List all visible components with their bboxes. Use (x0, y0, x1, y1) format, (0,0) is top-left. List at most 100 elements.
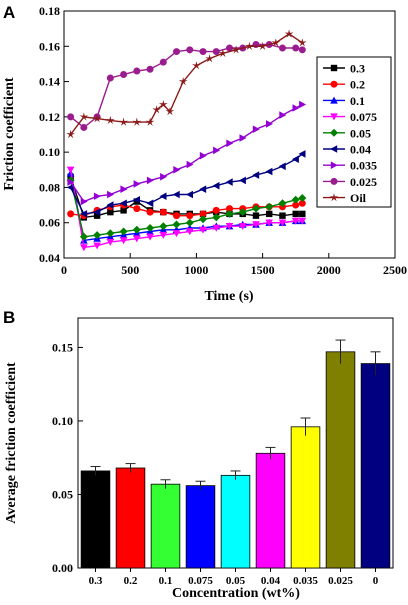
data-point (159, 192, 167, 200)
data-point (252, 171, 260, 179)
data-point (172, 190, 180, 199)
x-tick-label-b: 0.2 (124, 575, 138, 587)
series-line (70, 43, 303, 129)
series-Oil (66, 29, 307, 139)
data-point (252, 221, 260, 229)
bar-0.05 (220, 474, 251, 569)
series-group-a (66, 29, 307, 252)
bar-0.1 (150, 483, 181, 569)
data-point (226, 44, 233, 52)
data-point (160, 173, 168, 181)
x-tick-label-b: 0.075 (188, 575, 213, 587)
data-point (159, 231, 168, 239)
data-point (67, 113, 75, 121)
data-point (172, 220, 181, 229)
data-point (298, 46, 306, 54)
data-point (107, 190, 115, 199)
bar-group-b: 0.3 0.2 0.1 0.075 0.05 0.04 0.035 0.025 0 (80, 339, 391, 587)
data-point (172, 230, 181, 238)
data-point (225, 209, 234, 218)
legend-label: 0.05 (350, 126, 371, 140)
data-point (132, 117, 142, 126)
y-tick-label-a: 0.14 (39, 75, 60, 89)
x-tick-label-a: 0 (61, 263, 67, 277)
data-point (133, 235, 141, 243)
legend-marker (330, 128, 338, 137)
data-point (80, 244, 88, 252)
data-point (278, 162, 286, 171)
x-tick-label-b: 0.05 (226, 575, 246, 587)
data-point (186, 160, 194, 169)
data-point (106, 115, 115, 125)
data-point (80, 123, 88, 131)
data-point (159, 222, 168, 231)
data-point (93, 212, 101, 219)
data-point (67, 210, 75, 218)
data-point (178, 77, 188, 86)
data-point (186, 46, 194, 54)
data-point (291, 195, 300, 204)
x-tick-label-b: 0.1 (159, 575, 173, 587)
x-tick-label-a: 1000 (184, 263, 208, 277)
data-point (106, 74, 114, 82)
bar-0 (360, 363, 391, 569)
data-point (158, 99, 168, 109)
data-point (266, 210, 273, 218)
legend-label: 0.04 (350, 143, 371, 157)
data-point (226, 205, 233, 213)
data-point (80, 210, 88, 218)
data-point (106, 238, 115, 246)
data-point (298, 217, 307, 225)
data-point (212, 213, 221, 222)
data-point (119, 117, 128, 126)
data-point (146, 233, 154, 241)
series-line (70, 33, 303, 135)
data-point (212, 48, 220, 56)
x-tick-label-b: 0.035 (293, 575, 318, 587)
data-point (292, 104, 300, 112)
bar-0.2 (115, 467, 146, 569)
y-axis-label-a: Friction coefficient (2, 77, 17, 190)
data-point (265, 167, 273, 176)
data-point (66, 166, 75, 174)
bar-0.035 (290, 426, 321, 569)
y-tick-label-b: 0.15 (52, 340, 73, 354)
legend-label: 0.025 (350, 175, 377, 189)
data-point (66, 183, 74, 192)
x-tick-label-a: 500 (121, 263, 139, 277)
data-point (133, 196, 140, 204)
axis-ticks-a: 0 500 1000 1500 2000 2500 0.04 0.06 0.08 0.10 0.12… (39, 4, 407, 277)
y-tick-label-a: 0.06 (39, 216, 60, 230)
data-point (119, 227, 128, 236)
data-point (133, 67, 141, 75)
data-point (299, 210, 306, 218)
data-point (120, 71, 128, 79)
data-point (252, 204, 260, 213)
legend-label: 0.035 (350, 159, 377, 173)
plot-frame-a (63, 10, 396, 259)
data-point (133, 205, 141, 213)
data-point (225, 178, 233, 186)
data-point (252, 212, 260, 219)
data-point (298, 150, 306, 158)
data-point (199, 210, 207, 218)
data-point (199, 226, 207, 234)
data-point (186, 228, 194, 236)
data-point (106, 201, 114, 209)
data-point (146, 65, 154, 73)
series-0.035 (67, 100, 307, 206)
series-0.3 (67, 173, 306, 221)
legend-marker (330, 80, 338, 88)
data-point (152, 105, 162, 114)
data-point (93, 192, 101, 200)
data-point (186, 212, 194, 220)
data-point (279, 111, 287, 119)
average-friction-bar-chart: 0.000.050.100.15 0.3 0.2 0.1 0.075 0.05 0.04 0… (4, 317, 394, 601)
y-tick-label-a: 0.04 (39, 251, 60, 265)
data-point (173, 166, 181, 174)
x-tick-label-b: 0.04 (261, 575, 281, 587)
x-axis-label-b: Concentration (wt%) (172, 586, 300, 601)
legend-marker (330, 113, 338, 121)
axis-ticks-b: 0.00 0.05 0.10 0.15 (52, 340, 83, 575)
data-point (120, 185, 128, 193)
